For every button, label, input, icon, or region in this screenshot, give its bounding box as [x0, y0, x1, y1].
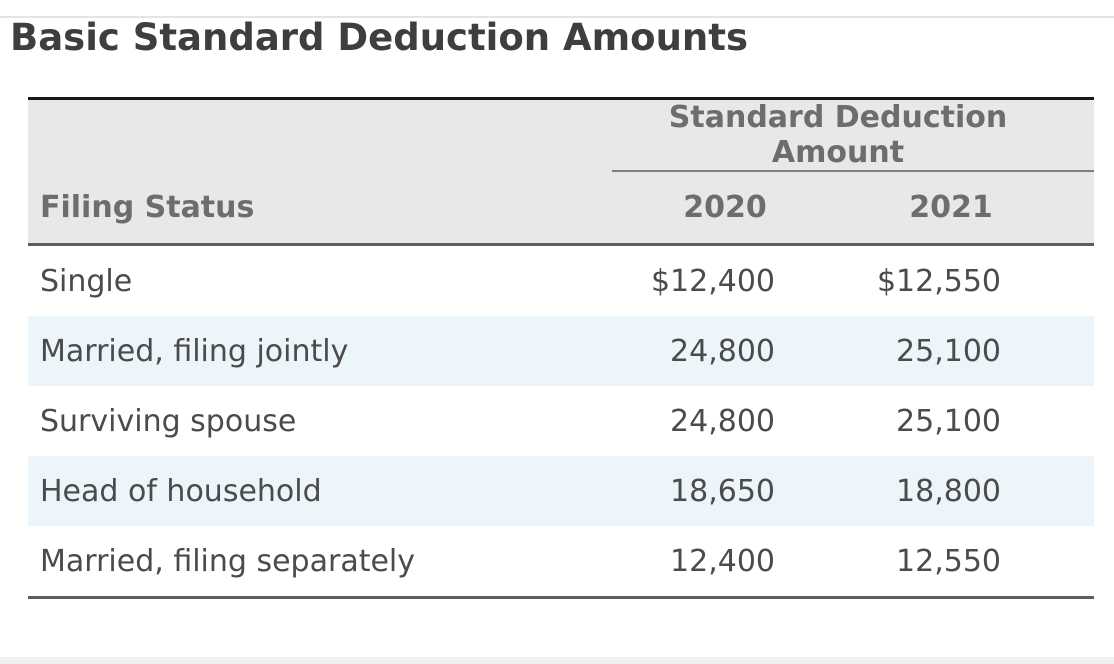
- standard-deduction-table: Standard Deduction Amount Filing Status …: [28, 97, 1094, 599]
- amount-2020-cell: 24,800: [612, 316, 838, 386]
- row-spacer-cell: [1064, 244, 1094, 316]
- amount-2020-cell: 12,400: [612, 526, 838, 598]
- header-spacer-cell: [1064, 171, 1094, 246]
- table-row: Surviving spouse 24,800 25,100: [28, 386, 1094, 456]
- filing-status-header: Filing Status: [28, 171, 612, 246]
- year-2021-header: 2021: [838, 171, 1064, 246]
- amount-2020-cell: 18,650: [612, 456, 838, 526]
- filing-status-cell: Married, filing separately: [28, 526, 612, 598]
- span-header-row: Standard Deduction Amount: [28, 98, 1094, 172]
- filing-status-cell: Married, filing jointly: [28, 316, 612, 386]
- filing-status-cell: Surviving spouse: [28, 386, 612, 456]
- amount-2020-cell: 24,800: [612, 386, 838, 456]
- span-header-cell: Standard Deduction Amount: [612, 98, 1094, 172]
- span-header-label: Standard Deduction Amount: [668, 100, 1008, 170]
- amount-2021-cell: 18,800: [838, 456, 1064, 526]
- row-spacer-cell: [1064, 526, 1094, 598]
- column-header-row: Filing Status 2020 2021: [28, 171, 1094, 246]
- amount-2021-cell: $12,550: [838, 244, 1064, 316]
- amount-2020-cell: $12,400: [612, 244, 838, 316]
- table-row: Single $12,400 $12,550: [28, 244, 1094, 316]
- table-row: Married, filing separately 12,400 12,550: [28, 526, 1094, 598]
- amount-2021-cell: 25,100: [838, 386, 1064, 456]
- filing-status-cell: Single: [28, 244, 612, 316]
- row-spacer-cell: [1064, 316, 1094, 386]
- table-row: Head of household 18,650 18,800: [28, 456, 1094, 526]
- amount-2021-cell: 12,550: [838, 526, 1064, 598]
- table-body: Single $12,400 $12,550 Married, filing join…: [28, 244, 1094, 598]
- row-spacer-cell: [1064, 386, 1094, 456]
- bottom-divider: [0, 657, 1114, 664]
- corner-cell: [28, 98, 612, 171]
- filing-status-cell: Head of household: [28, 456, 612, 526]
- year-2020-header: 2020: [612, 171, 838, 246]
- page-title: Basic Standard Deduction Amounts: [10, 16, 748, 59]
- amount-2021-cell: 25,100: [838, 316, 1064, 386]
- table-row: Married, filing jointly 24,800 25,100: [28, 316, 1094, 386]
- top-divider: [0, 16, 1114, 18]
- row-spacer-cell: [1064, 456, 1094, 526]
